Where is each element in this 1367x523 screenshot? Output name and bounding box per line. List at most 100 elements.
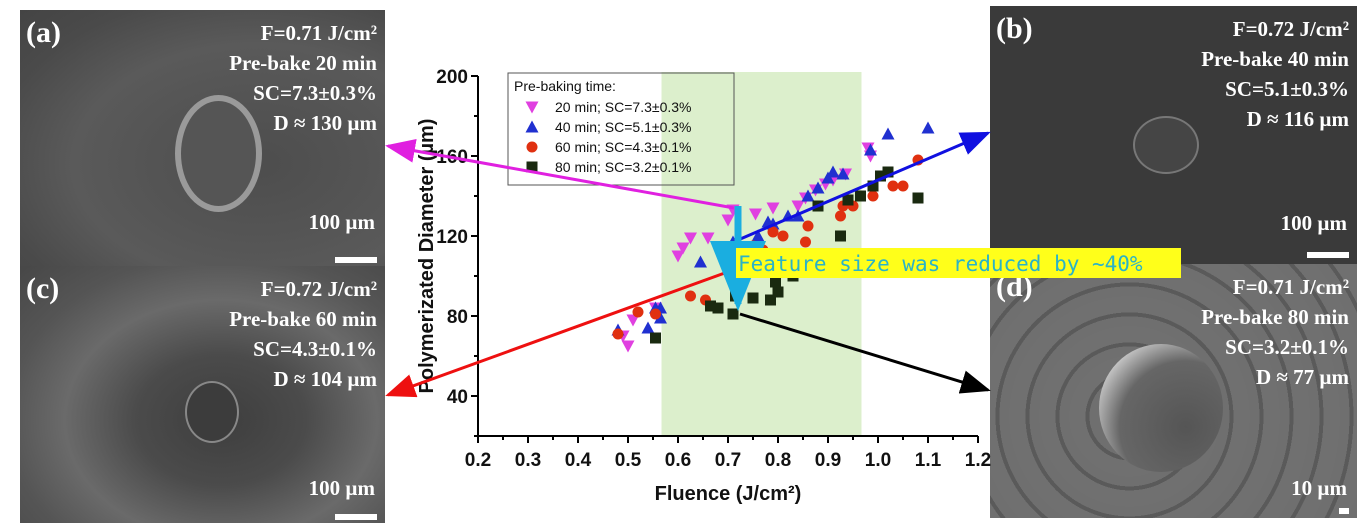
legend-marker xyxy=(525,101,539,114)
panel-info-a: F=0.71 J/cm² Pre-bake 20 min SC=7.3±0.3%… xyxy=(229,18,377,138)
data-point xyxy=(685,290,696,302)
data-point xyxy=(881,127,895,140)
x-tick-label: 1.1 xyxy=(915,450,942,471)
sc-text: SC=7.3±0.3% xyxy=(253,81,377,105)
legend-marker xyxy=(526,141,538,153)
y-axis-title: Polymerizated Diameter (µm) xyxy=(416,119,438,394)
data-point xyxy=(749,208,762,221)
data-point xyxy=(621,340,635,353)
data-point xyxy=(887,180,899,192)
data-point xyxy=(770,276,781,288)
legend-box xyxy=(507,72,735,186)
data-point xyxy=(835,230,846,242)
arrow-to-panel-a xyxy=(385,138,735,210)
data-point xyxy=(684,232,697,245)
sem-image-b: (b) F=0.72 J/cm² Pre-bake 40 min SC=5.1±… xyxy=(990,6,1357,264)
data-point xyxy=(835,210,846,222)
scale-text-c: 100 µm xyxy=(308,476,375,500)
fluence-text: F=0.72 J/cm² xyxy=(1232,17,1349,41)
fit-line-40min xyxy=(737,131,991,242)
data-point xyxy=(912,192,924,204)
data-point xyxy=(867,190,879,202)
sem-image-d: (d) F=0.71 J/cm² Pre-bake 80 min SC=3.2±… xyxy=(990,264,1357,518)
data-point xyxy=(612,328,624,340)
scale-text-a: 100 µm xyxy=(308,210,375,234)
diameter-text: D ≈ 104 µm xyxy=(273,367,377,391)
scale-text-b: 100 µm xyxy=(1280,211,1347,235)
x-tick-label: 0.7 xyxy=(715,450,741,471)
prebake-text: Pre-bake 40 min xyxy=(1201,47,1349,71)
legend-entry: 20 min; SC=7.3±0.3% xyxy=(555,99,691,115)
data-point xyxy=(921,121,935,134)
data-point xyxy=(641,321,655,334)
scale-text-d: 10 µm xyxy=(1291,476,1347,500)
y-tick-label: 200 xyxy=(436,67,468,88)
data-point xyxy=(802,220,814,232)
data-point xyxy=(772,286,784,298)
data-point xyxy=(855,190,866,202)
x-tick-label: 0.6 xyxy=(665,450,691,471)
diameter-text: D ≈ 130 µm xyxy=(273,111,377,135)
panel-info-d: F=0.71 J/cm² Pre-bake 80 min SC=3.2±0.1%… xyxy=(1201,272,1349,392)
prebake-text: Pre-bake 60 min xyxy=(229,307,377,331)
data-point xyxy=(712,302,724,314)
legend-entry: 80 min; SC=3.2±0.1% xyxy=(555,159,691,175)
data-point xyxy=(632,306,644,318)
feature-a xyxy=(175,95,262,212)
feature-d xyxy=(1099,344,1223,472)
fluence-text: F=0.71 J/cm² xyxy=(260,21,377,45)
x-tick-label: 0.4 xyxy=(565,450,592,471)
data-point xyxy=(842,194,854,206)
data-point xyxy=(727,308,739,320)
scale-bar-a xyxy=(335,257,377,263)
y-tick-label: 120 xyxy=(436,227,468,248)
annotation-text: Feature size was reduced by ~40% xyxy=(738,252,1143,276)
panel-label-c: (c) xyxy=(26,272,60,305)
data-point xyxy=(721,214,735,227)
legend-entry: 60 min; SC=4.3±0.1% xyxy=(555,139,691,155)
panel-info-c: F=0.72 J/cm² Pre-bake 60 min SC=4.3±0.1%… xyxy=(229,274,377,394)
data-point xyxy=(626,314,640,327)
fluence-text: F=0.72 J/cm² xyxy=(260,277,377,301)
axes xyxy=(471,75,979,443)
data-point xyxy=(897,180,909,192)
data-point xyxy=(867,180,879,192)
data-point xyxy=(701,232,715,245)
sem-image-a: (a) F=0.71 J/cm² Pre-bake 20 min SC=7.3±… xyxy=(20,10,385,266)
prebake-text: Pre-bake 20 min xyxy=(229,51,377,75)
feature-c xyxy=(185,381,239,443)
data-point xyxy=(801,189,815,202)
legend-title: Pre-baking time: xyxy=(514,78,616,94)
x-tick-label: 1.2 xyxy=(965,450,991,471)
data-point xyxy=(650,308,661,320)
data-point xyxy=(777,230,789,242)
annotation-background xyxy=(736,248,1181,278)
arrow-to-panel-d xyxy=(739,312,991,394)
data-point xyxy=(882,166,894,178)
x-tick-label: 0.5 xyxy=(615,450,642,471)
data-point xyxy=(811,181,825,194)
legend-entry: 40 min; SC=5.1±0.3% xyxy=(555,119,691,135)
diameter-text: D ≈ 77 µm xyxy=(1255,365,1349,389)
x-axis-title: Fluence (J/cm²) xyxy=(655,483,802,505)
scale-bar-c xyxy=(335,514,377,520)
data-point xyxy=(875,170,886,182)
scale-bar-d xyxy=(1339,508,1349,514)
sc-text: SC=3.2±0.1% xyxy=(1225,335,1349,359)
scale-bar-b xyxy=(1307,252,1349,258)
sc-text: SC=4.3±0.1% xyxy=(253,337,377,361)
data-point xyxy=(676,242,690,255)
legend-marker xyxy=(526,161,538,173)
data-point xyxy=(791,200,805,213)
data-point xyxy=(765,294,776,306)
x-tick-label: 1.0 xyxy=(865,450,891,471)
data-point xyxy=(751,229,765,242)
legend: Pre-baking time: 20 min; SC=7.3±0.3% 40 mi… xyxy=(507,72,735,186)
data-point xyxy=(654,311,667,324)
y-tick-label: 80 xyxy=(447,307,468,328)
sem-image-c: (c) F=0.72 J/cm² Pre-bake 60 min SC=4.3±… xyxy=(20,266,385,523)
prebake-text: Pre-bake 80 min xyxy=(1201,305,1349,329)
y-tick-label: 40 xyxy=(447,387,468,408)
x-tick-label: 0.9 xyxy=(815,450,841,471)
